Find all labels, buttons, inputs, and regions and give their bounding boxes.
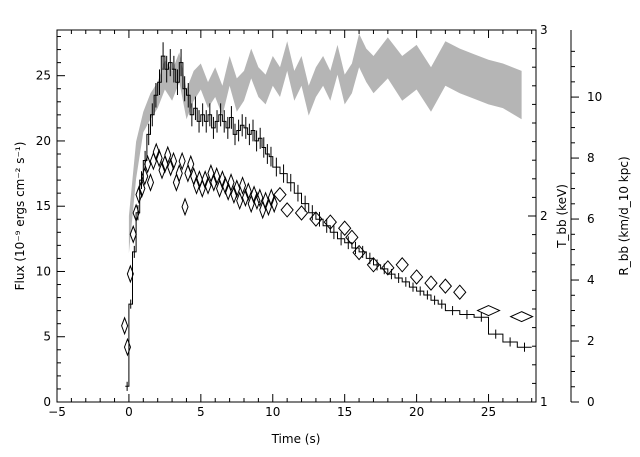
radius-diamond <box>175 163 183 183</box>
radius-diamond <box>509 311 534 323</box>
radius-diamond <box>164 145 172 165</box>
x-tick-label: 10 <box>265 405 280 419</box>
radius-diamond <box>135 185 143 205</box>
radius-diamond <box>453 284 467 300</box>
radius-diamond <box>181 197 189 217</box>
x-axis-ticks: −5 0 5 10 15 20 25 <box>48 30 533 419</box>
radius-diamond <box>438 278 453 294</box>
radius-diamond <box>256 188 264 208</box>
radius-diamond <box>155 148 163 168</box>
radius-diamond <box>178 151 186 171</box>
radius-diamond <box>233 179 241 198</box>
radius-axis-label: R_bb (km/d_10 kpc) <box>617 156 631 275</box>
radius-diamond <box>227 173 235 192</box>
temperature-band-series <box>128 33 522 254</box>
radius-diamond <box>152 142 160 162</box>
x-axis-label: Time (s) <box>271 432 321 446</box>
radius-diamond <box>250 185 258 205</box>
radius-diamond <box>192 176 201 195</box>
radius-diamond <box>129 224 137 244</box>
x-tick-label: 25 <box>481 405 496 419</box>
radius-diamond <box>146 173 155 192</box>
radius-diamond <box>424 275 438 291</box>
radius-diamond <box>280 202 294 218</box>
radius-diamond <box>323 214 337 230</box>
radius-diamond <box>132 203 140 223</box>
flux-tick-label: 20 <box>36 134 51 148</box>
flux-tick-label: 5 <box>43 330 51 344</box>
radius-diamond <box>138 179 146 198</box>
x-tick-label: 0 <box>125 405 133 419</box>
flux-tick-label: 15 <box>36 199 51 213</box>
radius-tick-label: 10 <box>587 90 602 104</box>
radius-diamond <box>345 229 359 246</box>
radius-diamond <box>187 154 195 174</box>
temperature-tick-label: 1 <box>540 395 548 409</box>
flux-tick-label: 0 <box>43 395 51 409</box>
radius-diamond <box>381 260 395 276</box>
flux-tick-label: 25 <box>36 69 51 83</box>
radius-diamond <box>366 257 381 273</box>
flux-tick-label: 10 <box>36 264 51 278</box>
temperature-band <box>128 33 522 254</box>
radius-diamond <box>218 169 226 189</box>
temperature-axis-ticks: 1 2 3 <box>528 23 548 409</box>
radius-diamond <box>273 186 287 203</box>
radius-diamond <box>213 166 221 186</box>
radius-diamond <box>395 257 409 273</box>
x-tick-label: −5 <box>48 405 66 419</box>
radius-diamond <box>221 176 229 195</box>
radius-diamond <box>158 160 166 180</box>
radius-diamond <box>230 185 238 205</box>
x-tick-label: 20 <box>409 405 424 419</box>
temperature-axis-label: T_bb (keV) <box>555 184 569 249</box>
radius-tick-label: 0 <box>587 395 595 409</box>
radius-diamond <box>241 188 249 208</box>
radius-tick-label: 6 <box>587 212 595 226</box>
radius-diamond <box>210 173 218 192</box>
x-tick-label: 5 <box>197 405 205 419</box>
radius-diamond <box>239 176 247 195</box>
radius-diamond <box>167 157 175 177</box>
radius-axis: 0 2 4 6 8 10 <box>570 30 602 409</box>
radius-diamond <box>126 264 134 284</box>
radius-diamond <box>262 191 270 211</box>
radius-diamond <box>236 191 244 211</box>
x-tick-label: 15 <box>337 405 352 419</box>
radius-diamond <box>144 154 152 174</box>
radius-diamond <box>121 316 129 336</box>
radius-diamond <box>267 188 275 208</box>
radius-diamond <box>123 337 132 357</box>
radius-diamond <box>169 151 178 171</box>
flux-histogram-series <box>125 42 532 391</box>
radius-diamond-series <box>121 142 534 357</box>
radius-diamond <box>309 211 323 227</box>
radius-diamond <box>294 205 309 221</box>
radius-diamond <box>409 269 424 285</box>
temperature-tick-label: 2 <box>540 209 548 223</box>
radius-diamond <box>201 169 209 189</box>
radius-diamond <box>204 176 212 195</box>
radius-diamond <box>270 194 278 214</box>
radius-diamond <box>476 304 501 317</box>
radius-diamond <box>141 166 149 186</box>
radius-diamond <box>338 220 352 236</box>
flux-axis-ticks: 0 5 10 15 20 25 <box>36 36 65 409</box>
flux-axis-label: Flux (10⁻⁹ ergs cm⁻² s⁻¹) <box>13 142 27 291</box>
radius-tick-label: 4 <box>587 273 595 287</box>
radius-diamond <box>244 182 252 202</box>
radius-diamond <box>352 244 366 261</box>
radius-tick-label: 8 <box>587 151 595 165</box>
temperature-tick-label: 3 <box>540 23 548 37</box>
radius-diamond <box>253 191 261 211</box>
radius-tick-label: 2 <box>587 334 595 348</box>
